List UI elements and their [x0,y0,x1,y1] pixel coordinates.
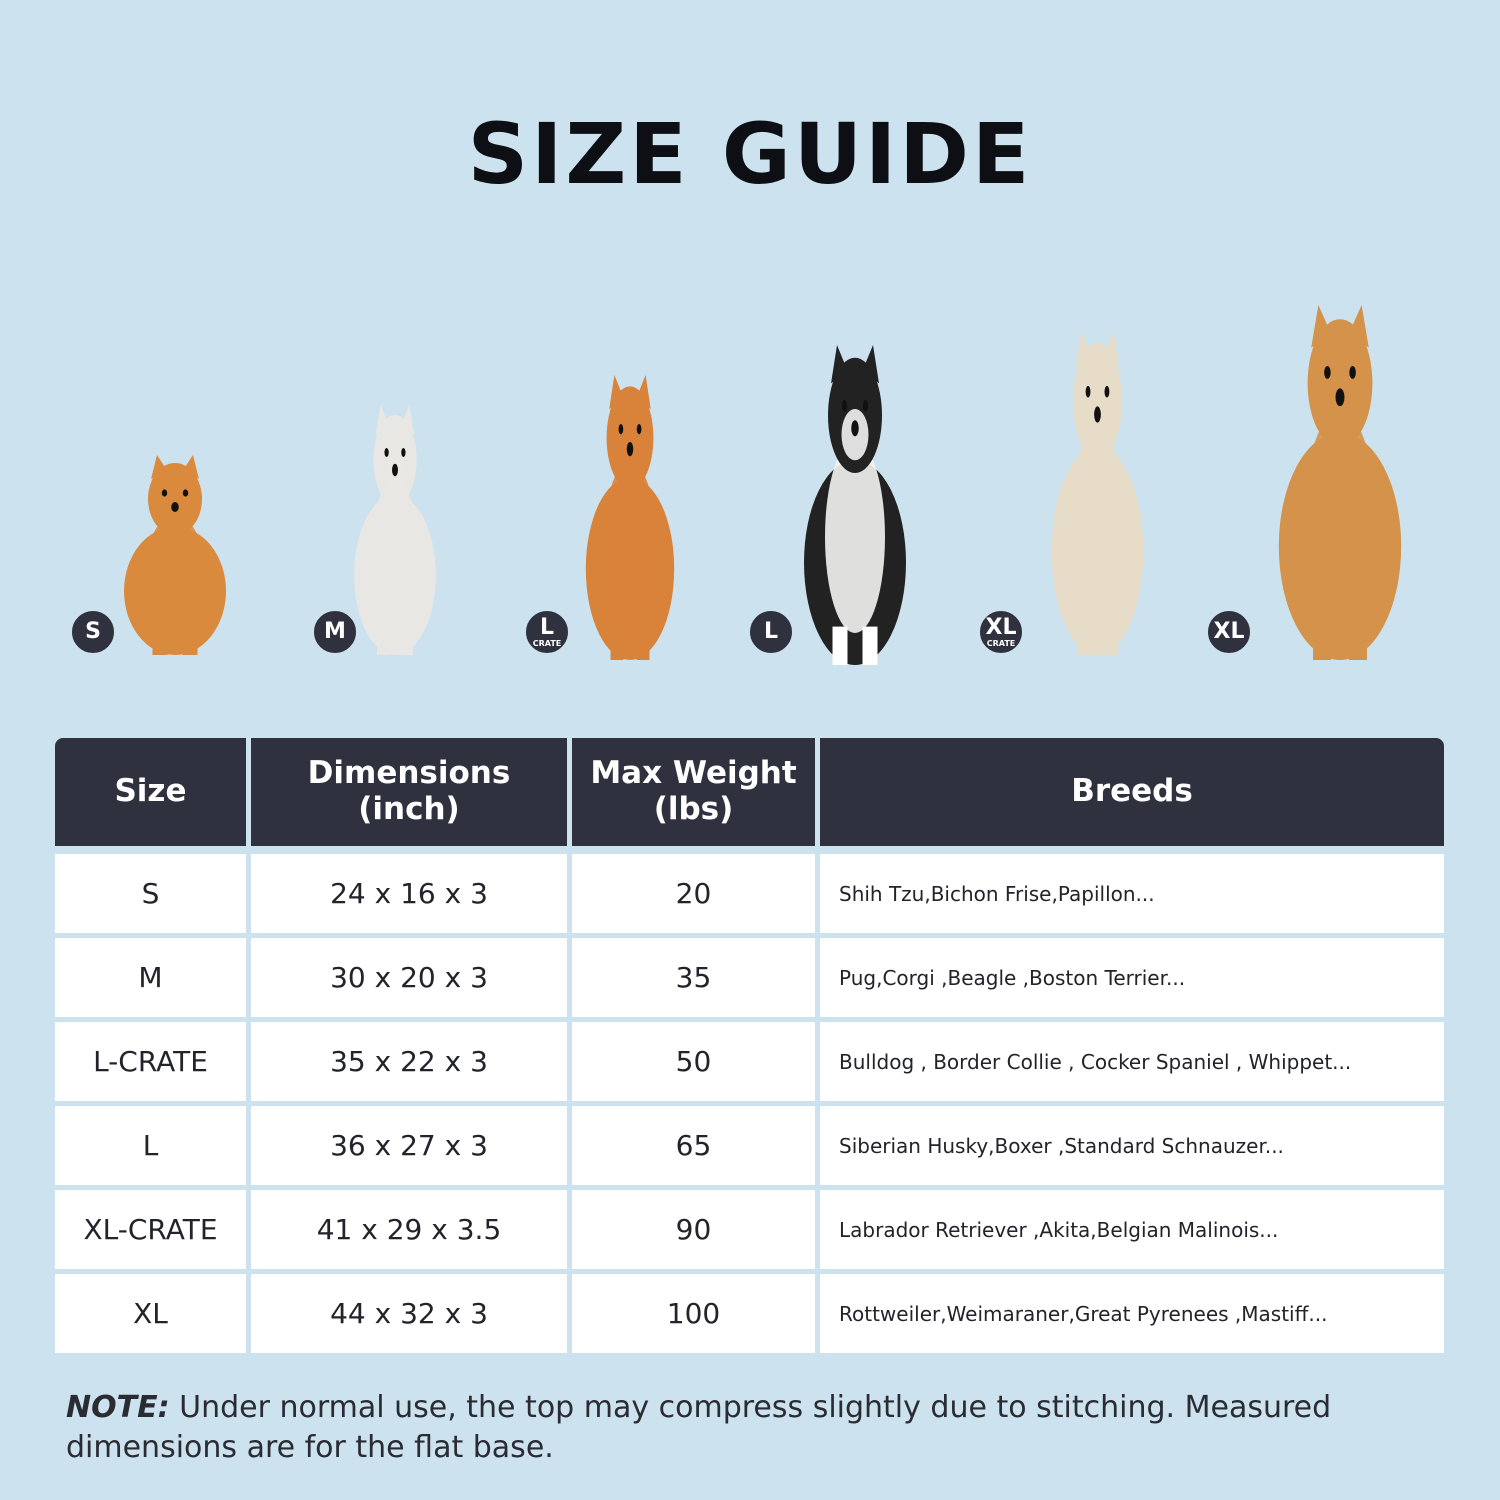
table-row: L 36 x 27 x 3 65 Siberian Husky,Boxer ,Stan… [55,1106,1444,1185]
cell-dimensions: 41 x 29 x 3.5 [251,1190,567,1269]
cell-breeds: Labrador Retriever ,Akita,Belgian Malino… [820,1190,1444,1269]
dog-image [804,345,906,665]
cell-max-weight: 65 [572,1106,815,1185]
header-breeds: Breeds [820,738,1444,846]
header-max-weight: Max Weight (lbs) [572,738,815,846]
cell-size: M [55,938,246,1017]
note: NOTE: Under normal use, the top may comp… [66,1388,1446,1468]
cell-size: S [55,854,246,933]
note-text: Under normal use, the top may compress s… [66,1390,1332,1465]
badge-size-label: S [85,619,101,644]
cell-max-weight: 100 [572,1274,815,1353]
cell-max-weight: 50 [572,1022,815,1101]
size-table: Size Dimensions (inch) Max Weight (lbs) … [55,738,1444,1358]
size-badge: M [312,609,358,655]
badge-size-label: L [539,614,555,640]
dog-image [124,455,226,655]
dog-image [354,405,436,655]
badge-size-label: XL [985,614,1017,640]
size-badge: L CRATE [524,609,570,655]
cell-breeds: Bulldog , Border Collie , Cocker Spaniel… [820,1022,1444,1101]
note-label: NOTE: [66,1390,170,1425]
dog-image [1278,305,1402,660]
cell-dimensions: 36 x 27 x 3 [251,1106,567,1185]
cell-breeds: Rottweiler,Weimaraner,Great Pyrenees ,Ma… [820,1274,1444,1353]
cell-size: XL-CRATE [55,1190,246,1269]
cell-breeds: Shih Tzu,Bichon Frise,Papillon... [820,854,1444,933]
dog-image [1051,330,1144,655]
table-row: M 30 x 20 x 3 35 Pug,Corgi ,Beagle ,Boston … [55,938,1444,1017]
badge-size-label: M [324,619,346,644]
cell-dimensions: 35 x 22 x 3 [251,1022,567,1101]
table-row: S 24 x 16 x 3 20 Shih Tzu,Bichon Frise,Papi… [55,854,1444,933]
cell-max-weight: 35 [572,938,815,1017]
cell-breeds: Pug,Corgi ,Beagle ,Boston Terrier... [820,938,1444,1017]
size-badge: L [748,609,794,655]
cell-max-weight: 90 [572,1190,815,1269]
size-badge: XL CRATE [978,609,1024,655]
cell-breeds: Siberian Husky,Boxer ,Standard Schnauzer… [820,1106,1444,1185]
size-badge: S [70,609,116,655]
badge-size-label: L [763,619,779,644]
size-badge: XL [1206,609,1252,655]
table-header: Size Dimensions (inch) Max Weight (lbs) … [55,738,1444,846]
cell-max-weight: 20 [572,854,815,933]
cell-size: L-CRATE [55,1022,246,1101]
dog-image [585,375,675,660]
cell-size: XL [55,1274,246,1353]
page-title: SIZE GUIDE [467,105,1033,203]
badge-sub-label: CRATE [532,638,562,648]
cell-dimensions: 44 x 32 x 3 [251,1274,567,1353]
header-size: Size [55,738,246,846]
table-row: L-CRATE 35 x 22 x 3 50 Bulldog , Border Col… [55,1022,1444,1101]
badge-sub-label: CRATE [986,638,1016,648]
cell-dimensions: 24 x 16 x 3 [251,854,567,933]
cell-dimensions: 30 x 20 x 3 [251,938,567,1017]
table-row: XL 44 x 32 x 3 100 Rottweiler,Weimaraner,Gr… [55,1274,1444,1353]
cell-size: L [55,1106,246,1185]
table-row: XL-CRATE 41 x 29 x 3.5 90 Labrador Retrieve… [55,1190,1444,1269]
header-dimensions: Dimensions (inch) [251,738,567,846]
badge-size-label: XL [1213,619,1245,644]
